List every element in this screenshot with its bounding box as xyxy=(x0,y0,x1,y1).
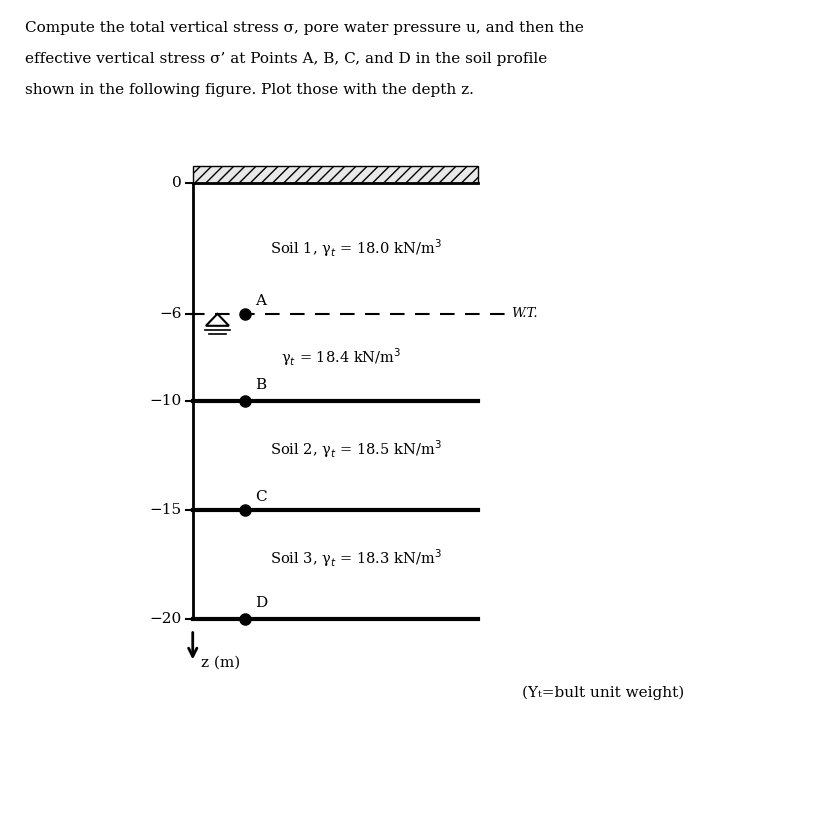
Text: 0: 0 xyxy=(172,177,182,190)
Text: W.T.: W.T. xyxy=(510,307,537,320)
Text: (Yₜ=bult unit weight): (Yₜ=bult unit weight) xyxy=(521,686,683,700)
Text: Soil 1, γ$_t$ = 18.0 kN/m$^3$: Soil 1, γ$_t$ = 18.0 kN/m$^3$ xyxy=(270,237,441,259)
Text: γ$_t$ = 18.4 kN/m$^3$: γ$_t$ = 18.4 kN/m$^3$ xyxy=(280,346,400,369)
Bar xyxy=(193,166,477,183)
Text: z (m): z (m) xyxy=(201,655,240,669)
Text: B: B xyxy=(255,378,265,392)
Text: −10: −10 xyxy=(150,394,182,408)
Text: −6: −6 xyxy=(159,307,182,321)
Text: Soil 3, γ$_t$ = 18.3 kN/m$^3$: Soil 3, γ$_t$ = 18.3 kN/m$^3$ xyxy=(270,547,441,569)
Text: shown in the following figure. Plot those with the depth z.: shown in the following figure. Plot thos… xyxy=(25,83,473,97)
Text: −15: −15 xyxy=(150,502,182,517)
Text: −20: −20 xyxy=(150,612,182,626)
Text: A: A xyxy=(255,295,265,309)
Text: Compute the total vertical stress σ, pore water pressure u, and then the: Compute the total vertical stress σ, por… xyxy=(25,21,583,34)
Text: Soil 2, γ$_t$ = 18.5 kN/m$^3$: Soil 2, γ$_t$ = 18.5 kN/m$^3$ xyxy=(270,438,441,460)
Text: D: D xyxy=(255,596,266,610)
Text: C: C xyxy=(255,490,266,504)
Text: effective vertical stress σ’ at Points A, B, C, and D in the soil profile: effective vertical stress σ’ at Points A… xyxy=(25,52,547,66)
